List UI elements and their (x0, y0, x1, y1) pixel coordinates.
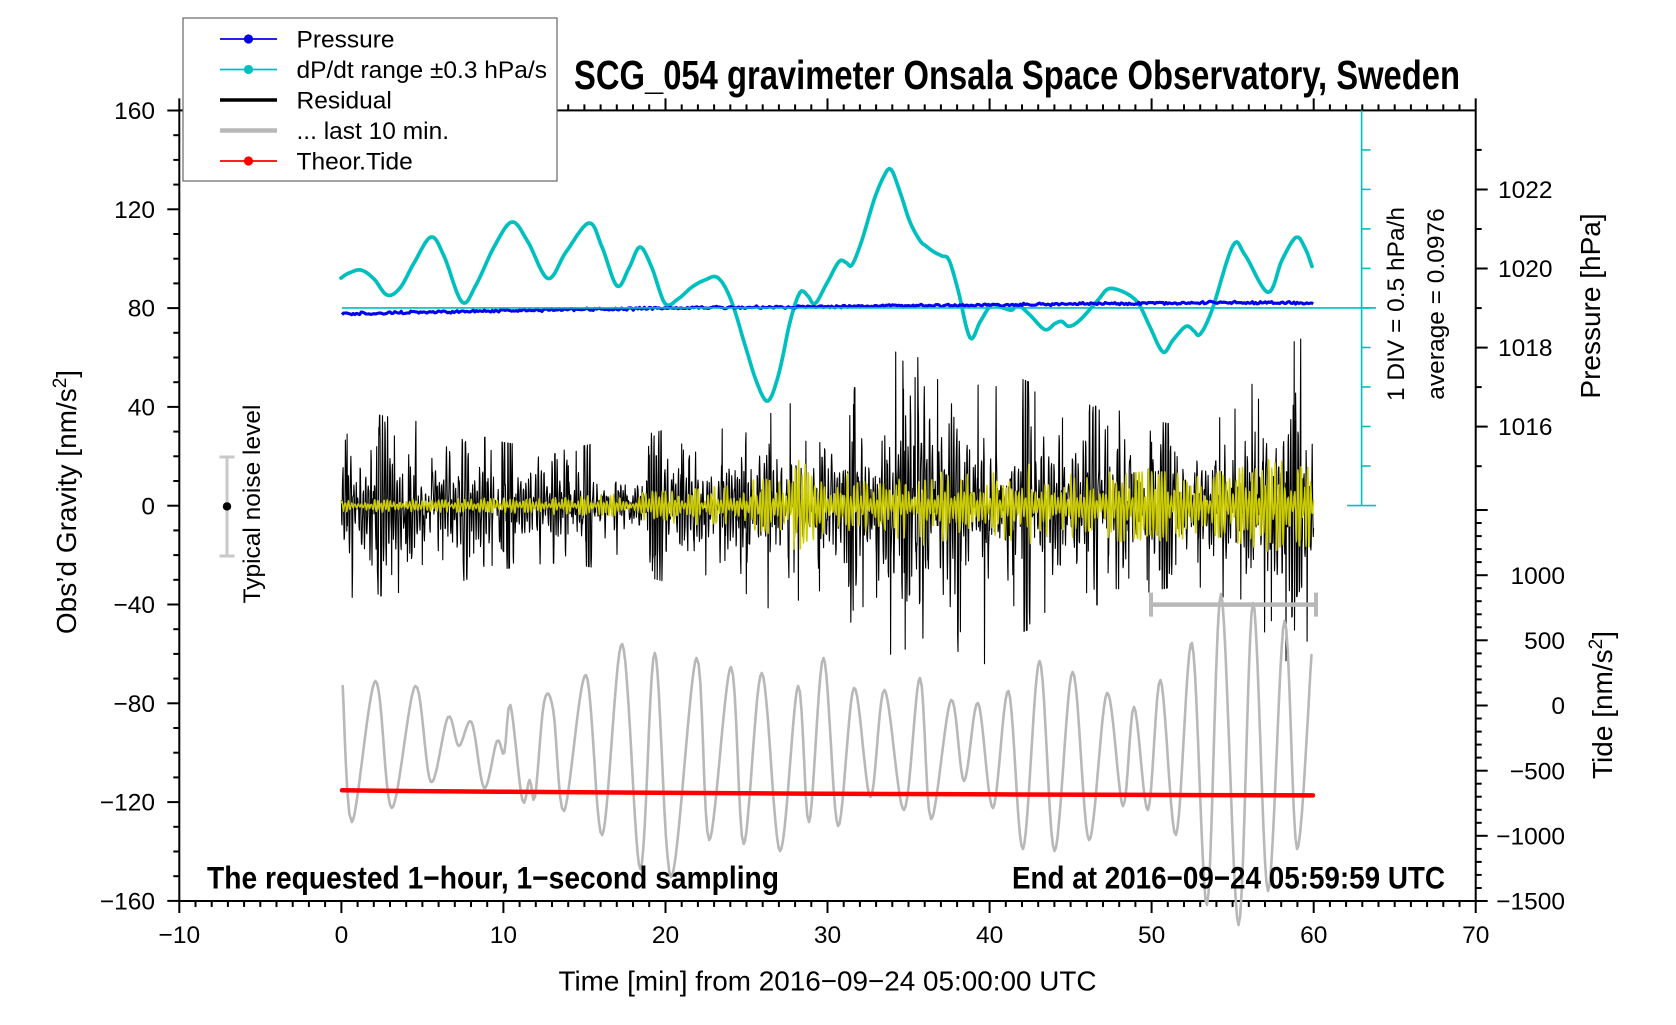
svg-text:0: 0 (1551, 693, 1565, 720)
svg-text:70: 70 (1462, 922, 1489, 949)
svg-text:20: 20 (652, 922, 679, 949)
svg-text:Obs’d Gravity [nm/s2]: Obs’d Gravity [nm/s2] (50, 370, 82, 634)
svg-text:500: 500 (1524, 628, 1565, 655)
svg-text:Pressure [hPa]: Pressure [hPa] (1575, 213, 1606, 398)
svg-text:−120: −120 (100, 790, 155, 817)
svg-text:−10: −10 (159, 922, 201, 949)
svg-text:Time [min] from 2016−09−24 05:: Time [min] from 2016−09−24 05:00:00 UTC (559, 966, 1097, 997)
svg-text:The requested 1−hour, 1−second: The requested 1−hour, 1−second sampling (207, 860, 779, 896)
svg-text:Tide [nm/s2]: Tide [nm/s2] (1586, 631, 1618, 779)
svg-text:−40: −40 (113, 592, 155, 619)
svg-text:10: 10 (490, 922, 517, 949)
svg-text:0: 0 (141, 493, 155, 520)
svg-text:1016: 1016 (1498, 414, 1553, 441)
svg-text:50: 50 (1138, 922, 1165, 949)
svg-text:−1000: −1000 (1496, 823, 1565, 850)
svg-text:End at 2016−09−24 05:59:59 UTC: End at 2016−09−24 05:59:59 UTC (1012, 860, 1445, 896)
svg-text:40: 40 (128, 395, 155, 422)
svg-text:1000: 1000 (1510, 563, 1565, 590)
svg-text:−80: −80 (113, 691, 155, 718)
svg-text:Theor.Tide: Theor.Tide (297, 149, 413, 176)
svg-text:1 DIV = 0.5 hPa/h: 1 DIV = 0.5 hPa/h (1383, 207, 1410, 401)
svg-text:−500: −500 (1510, 758, 1565, 785)
svg-text:... last 10 min.: ... last 10 min. (297, 118, 450, 145)
svg-text:80: 80 (128, 296, 155, 323)
svg-text:−160: −160 (100, 889, 155, 916)
svg-text:60: 60 (1300, 922, 1327, 949)
svg-text:average = 0.0976: average = 0.0976 (1423, 208, 1450, 399)
svg-text:1018: 1018 (1498, 335, 1553, 362)
svg-text:40: 40 (976, 922, 1003, 949)
svg-text:SCG_054 gravimeter Onsala Spac: SCG_054 gravimeter Onsala Space Observat… (574, 52, 1460, 98)
svg-text:160: 160 (114, 98, 155, 125)
svg-text:0: 0 (335, 922, 349, 949)
svg-text:30: 30 (814, 922, 841, 949)
svg-text:120: 120 (114, 197, 155, 224)
svg-text:1022: 1022 (1498, 177, 1553, 204)
svg-text:1020: 1020 (1498, 256, 1553, 283)
svg-text:Typical noise level: Typical noise level (239, 405, 266, 604)
svg-text:Residual: Residual (297, 88, 392, 115)
svg-text:Pressure: Pressure (297, 27, 395, 54)
svg-text:dP/dt range ±0.3 hPa/s: dP/dt range ±0.3 hPa/s (297, 57, 547, 84)
svg-text:−1500: −1500 (1496, 889, 1565, 916)
